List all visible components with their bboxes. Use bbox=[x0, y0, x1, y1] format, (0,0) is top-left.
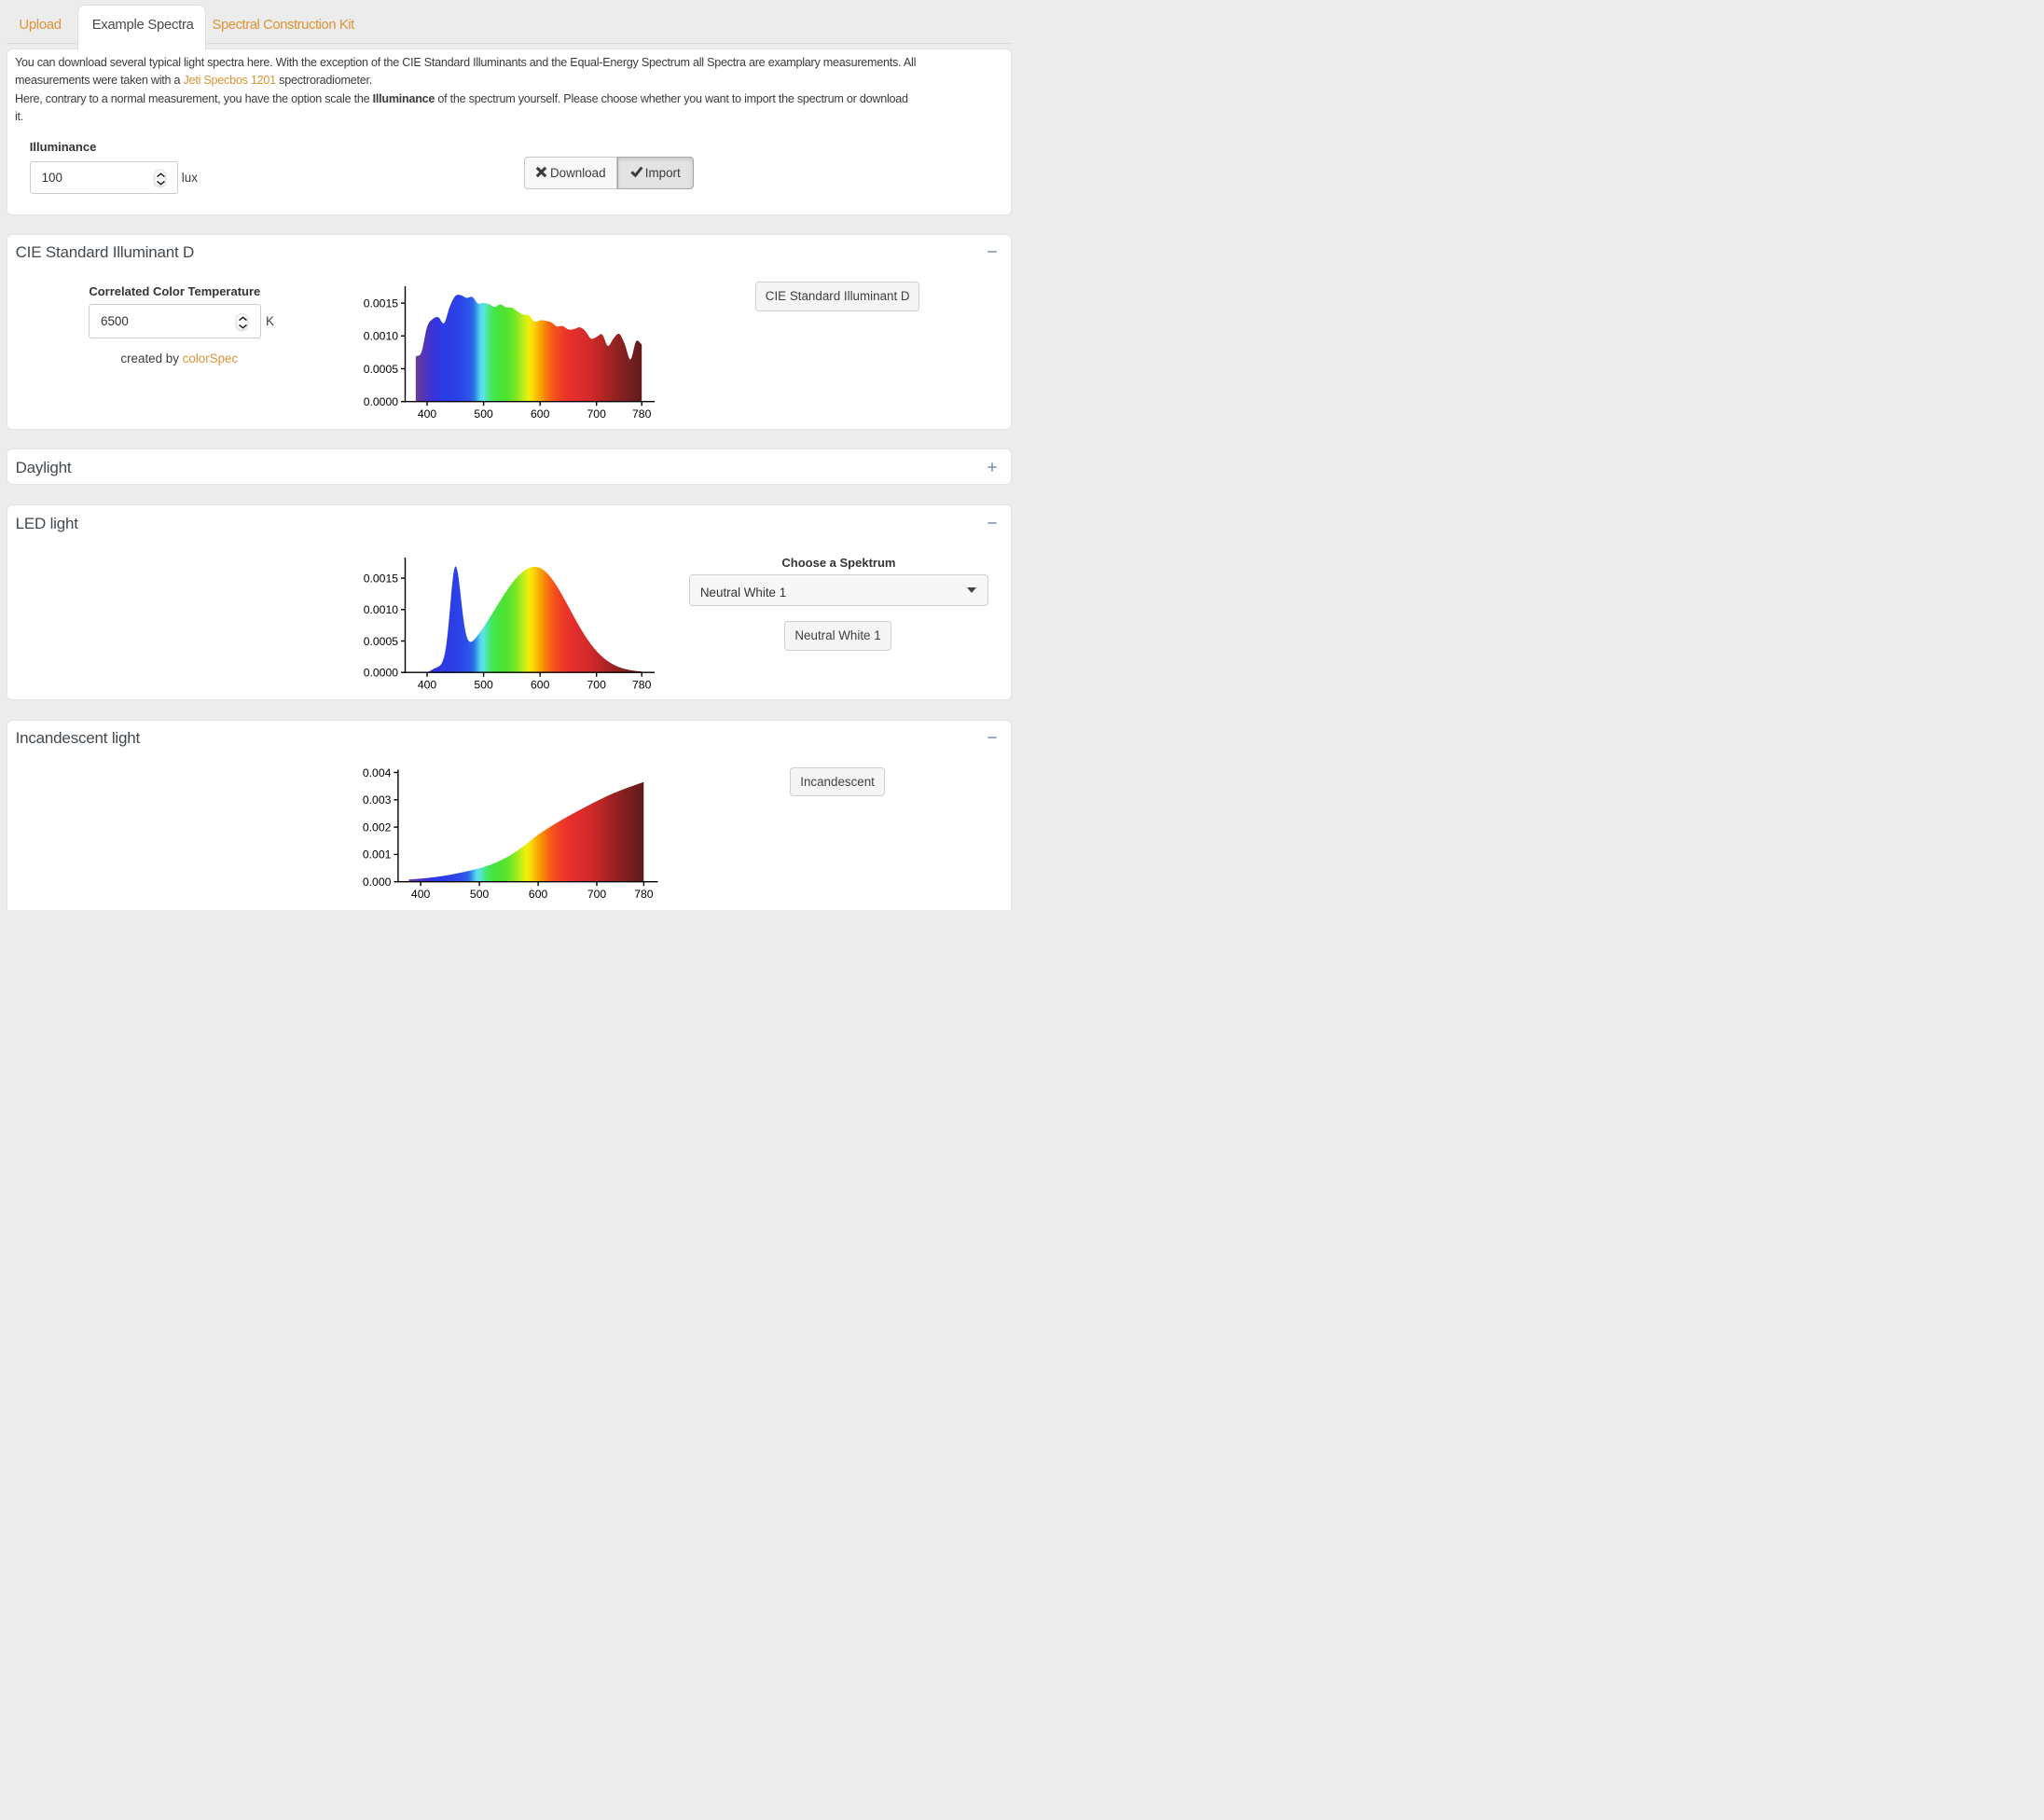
svg-text:780: 780 bbox=[632, 407, 652, 421]
svg-text:0.002: 0.002 bbox=[363, 820, 392, 834]
svg-text:0.0000: 0.0000 bbox=[364, 667, 398, 680]
svg-text:400: 400 bbox=[411, 888, 431, 901]
svg-text:0.001: 0.001 bbox=[363, 848, 392, 862]
svg-text:0.003: 0.003 bbox=[363, 793, 392, 807]
svg-text:600: 600 bbox=[531, 678, 550, 691]
svg-text:0.000: 0.000 bbox=[363, 876, 392, 889]
svg-text:400: 400 bbox=[418, 407, 437, 421]
svg-text:700: 700 bbox=[587, 407, 607, 421]
svg-text:500: 500 bbox=[470, 888, 490, 901]
svg-text:500: 500 bbox=[474, 678, 493, 691]
svg-text:700: 700 bbox=[587, 678, 607, 691]
svg-text:0.004: 0.004 bbox=[363, 766, 392, 779]
svg-text:500: 500 bbox=[474, 407, 493, 421]
svg-text:600: 600 bbox=[529, 888, 548, 901]
svg-text:0.0005: 0.0005 bbox=[364, 635, 398, 648]
svg-text:780: 780 bbox=[632, 678, 652, 691]
svg-text:0.0005: 0.0005 bbox=[364, 363, 398, 376]
svg-text:0.0010: 0.0010 bbox=[364, 603, 398, 616]
svg-text:0.0000: 0.0000 bbox=[364, 395, 398, 408]
svg-text:0.0010: 0.0010 bbox=[364, 330, 398, 343]
svg-text:780: 780 bbox=[634, 888, 654, 901]
svg-text:0.0015: 0.0015 bbox=[364, 296, 398, 310]
svg-text:600: 600 bbox=[531, 407, 550, 421]
svg-text:700: 700 bbox=[587, 888, 607, 901]
svg-text:400: 400 bbox=[418, 678, 437, 691]
svg-text:0.0015: 0.0015 bbox=[364, 572, 398, 585]
